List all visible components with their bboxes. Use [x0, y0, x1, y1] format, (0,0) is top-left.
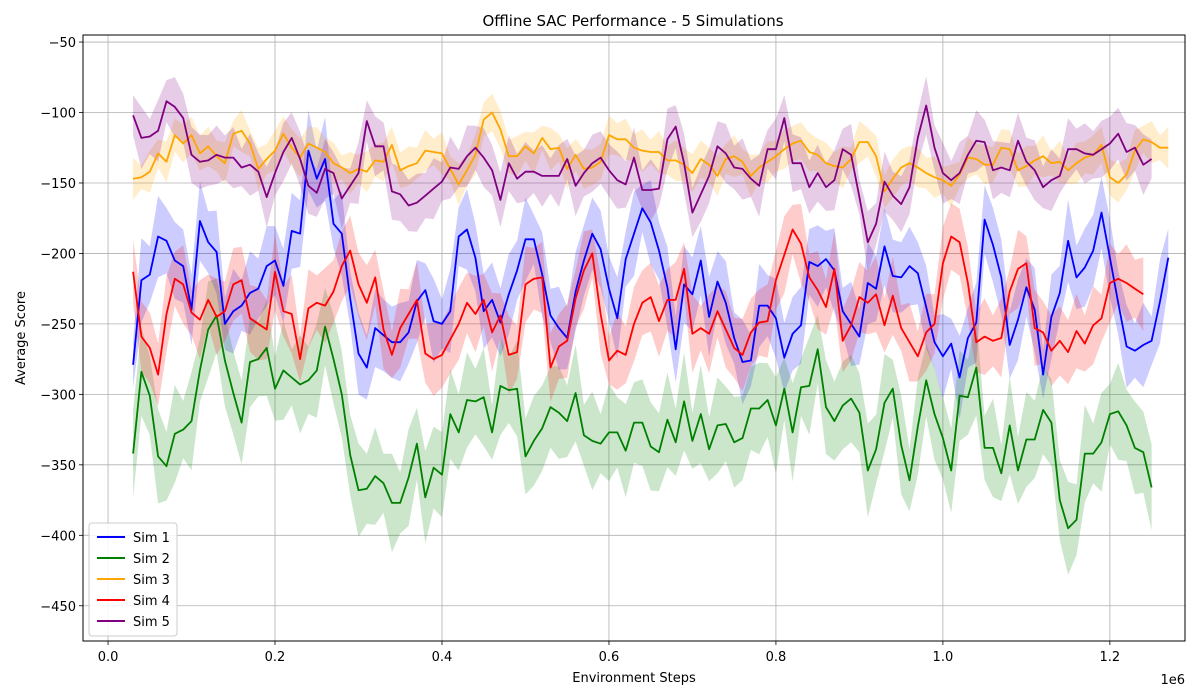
legend: Sim 1 Sim 2 Sim 3 Sim 4 Sim 5 [88, 522, 178, 637]
legend-box [88, 522, 178, 637]
legend-label-sim-4: Sim 4 [133, 594, 170, 609]
legend-label-sim-1: Sim 1 [133, 531, 170, 546]
x-tick-label: 0.2 [265, 650, 286, 665]
y-tick-label: −300 [40, 388, 76, 403]
plot-frame [82, 34, 1186, 642]
x-axis: 0.0 0.2 0.4 0.6 0.8 1.0 1.2 [98, 641, 1121, 665]
x-tick-label: 1.0 [933, 650, 954, 665]
legend-label-sim-2: Sim 2 [133, 552, 170, 567]
x-tick-label: 1.2 [1100, 650, 1121, 665]
x-axis-label: Environment Steps [572, 671, 696, 686]
grid [83, 35, 1185, 641]
line-sim-2 [132, 314, 1153, 530]
y-tick-label: −350 [40, 459, 76, 474]
y-tick-label: −400 [40, 529, 76, 544]
band-sim-5 [133, 76, 1152, 273]
band-sim-3 [133, 93, 1169, 208]
line-sim-3 [132, 111, 1169, 193]
line-sim-5 [132, 100, 1153, 244]
y-axis-label: Average Score [14, 291, 29, 385]
band-sim-2 [133, 278, 1152, 575]
x-tick-label: 0.0 [98, 650, 119, 665]
x-tick-label: 0.6 [599, 650, 620, 665]
y-tick-label: −50 [49, 36, 76, 51]
y-tick-label: −250 [40, 318, 76, 333]
x-tick-label: 0.8 [766, 650, 787, 665]
y-tick-label: −100 [40, 107, 76, 122]
band-sim-4 [133, 203, 1144, 406]
y-axis: −50 −100 −150 −200 −250 −300 −350 −400 −450 [40, 36, 83, 615]
legend-label-sim-5: Sim 5 [133, 615, 170, 630]
y-tick-label: −450 [40, 600, 76, 615]
chart-title: Offline SAC Performance - 5 Simulations [482, 12, 783, 30]
x-tick-label: 0.4 [432, 650, 453, 665]
series-lines [132, 100, 1170, 530]
x-offset-text: 1e6 [1160, 673, 1185, 688]
y-tick-label: −150 [40, 177, 76, 192]
legend-label-sim-3: Sim 3 [133, 573, 170, 588]
y-tick-label: −200 [40, 247, 76, 262]
line-sim-4 [132, 228, 1144, 376]
